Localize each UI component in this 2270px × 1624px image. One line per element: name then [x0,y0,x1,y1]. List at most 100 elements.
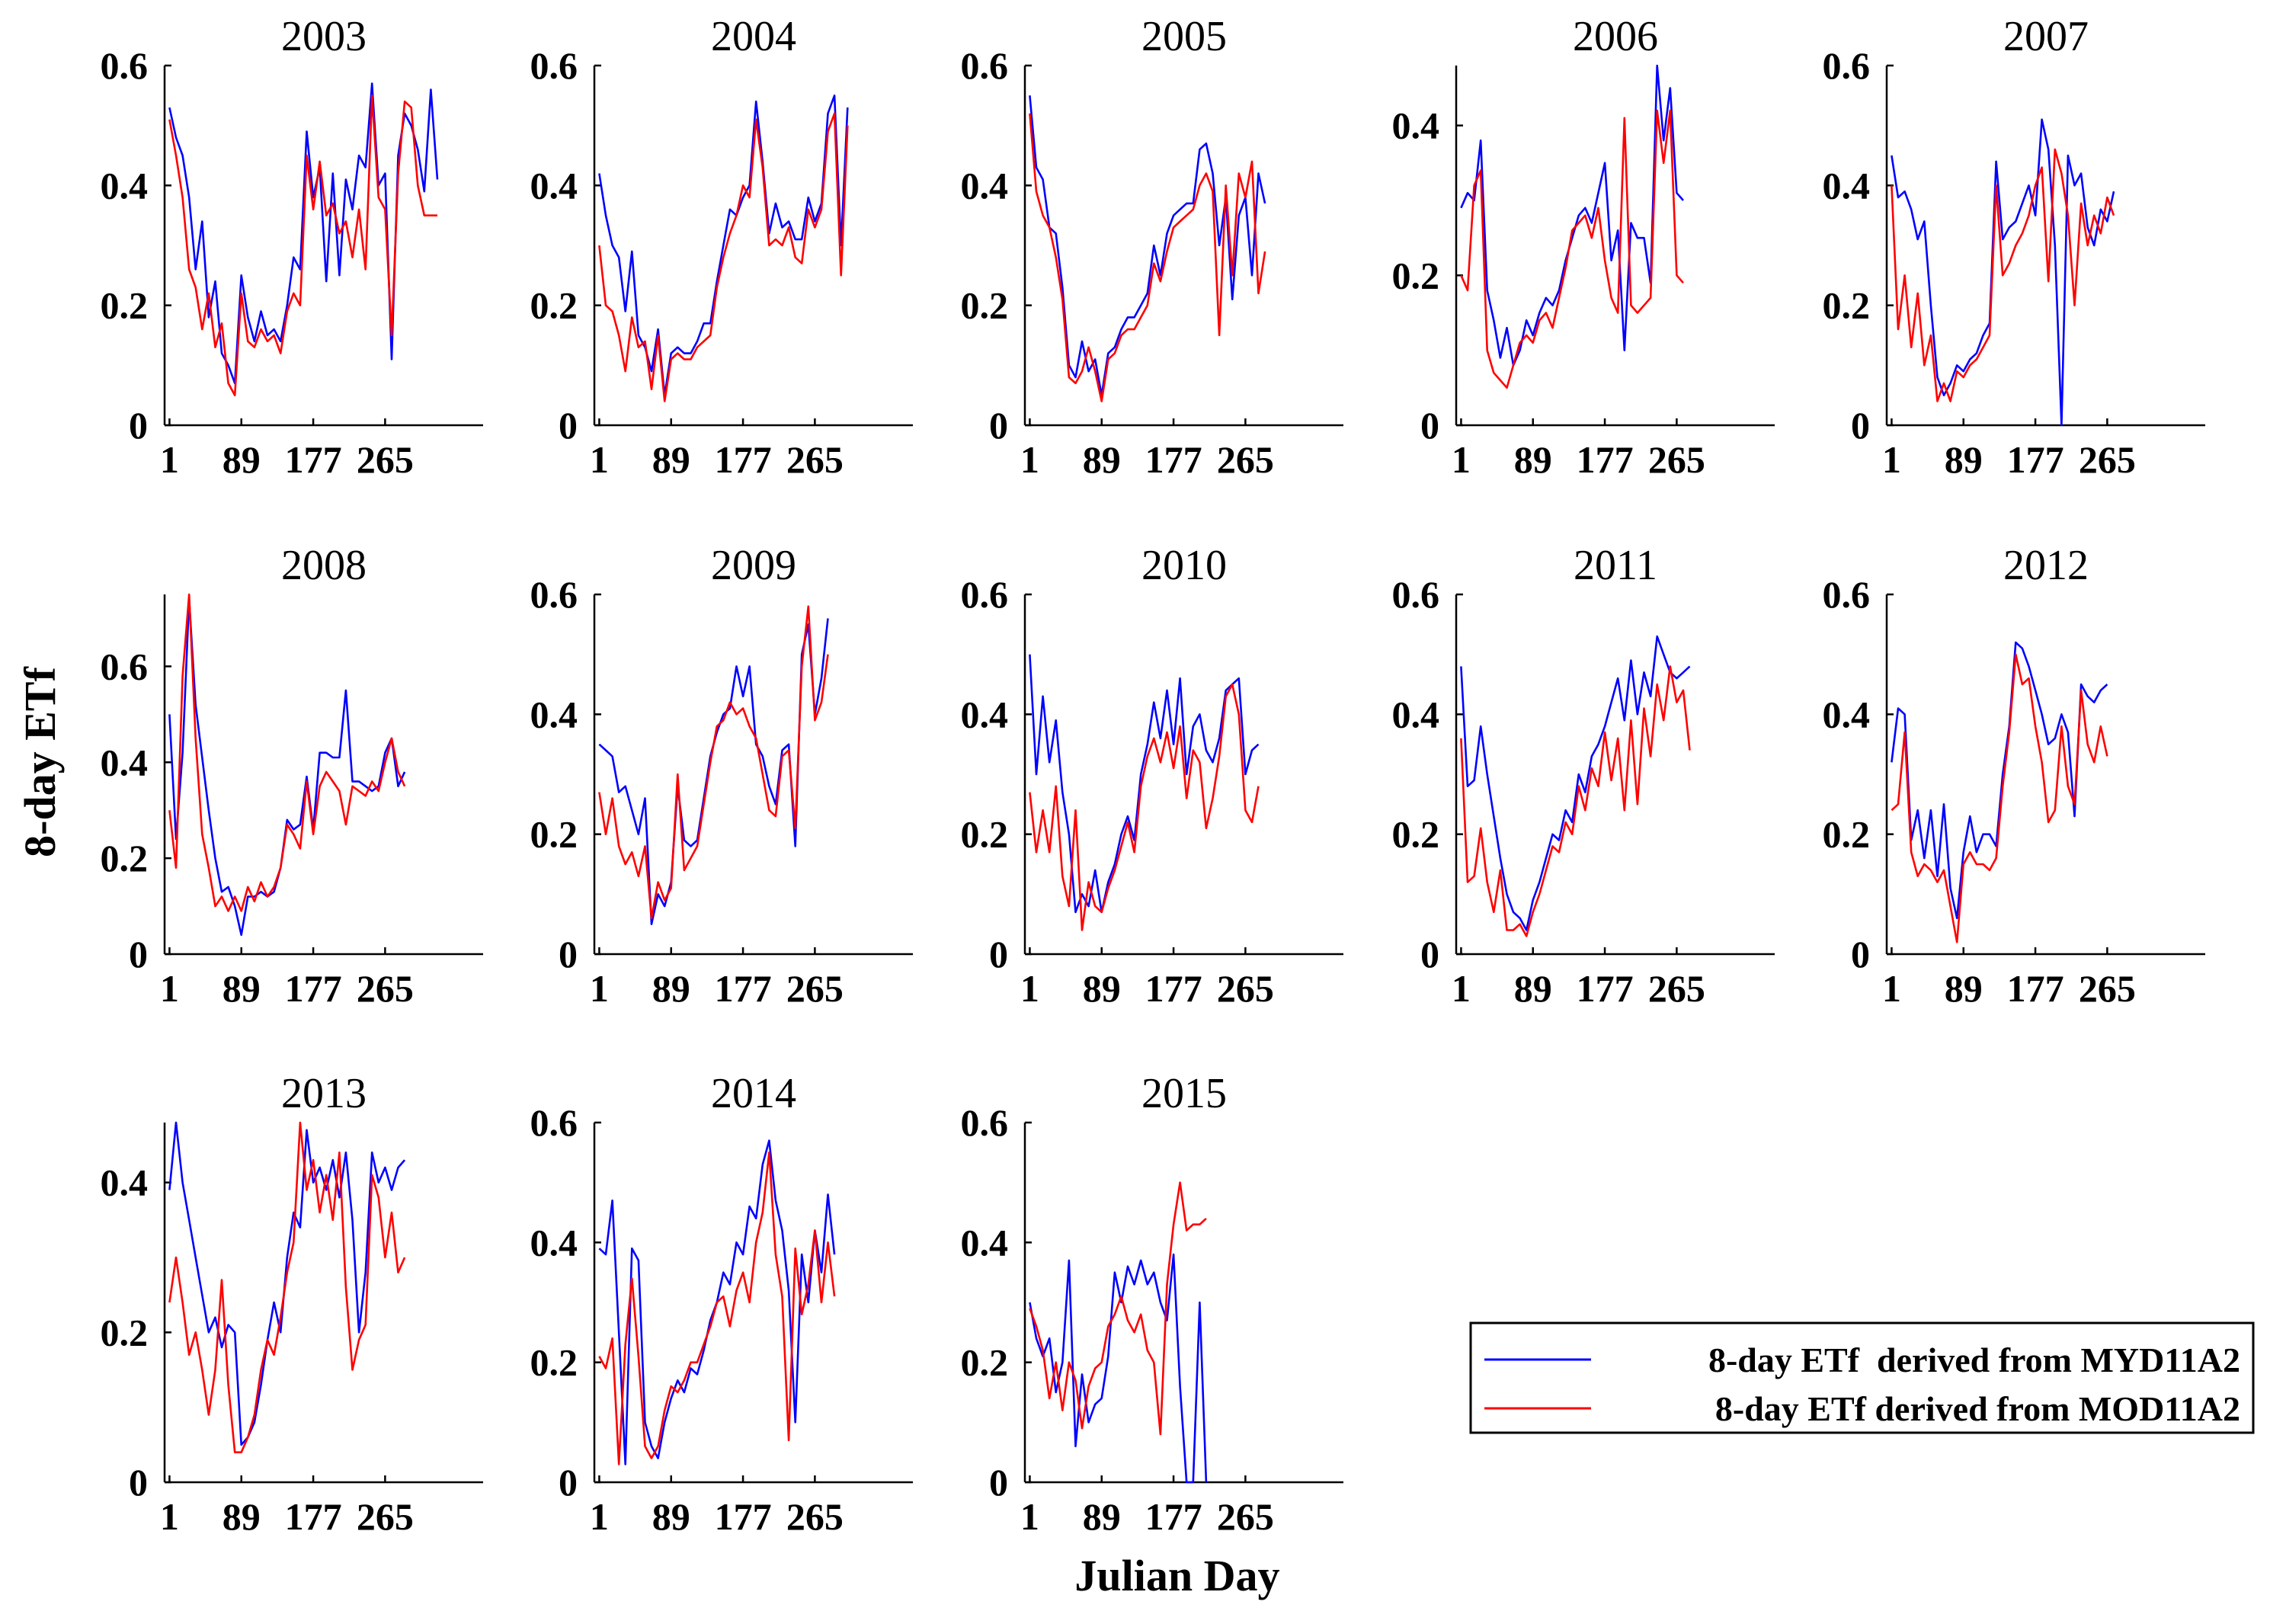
y-tick-label: 0.2 [1392,813,1440,856]
x-tick-label: 89 [652,438,690,481]
x-tick-label: 1 [1020,1495,1039,1538]
x-tick-label: 177 [1577,438,1634,481]
panel-title: 2013 [281,1070,367,1117]
x-tick-label: 177 [1145,1495,1202,1538]
x-tick-label: 265 [786,438,844,481]
y-tick-label: 0.2 [961,1341,1009,1384]
panel-2014: 2014 0 0.2 0.4 0.6 1 89 177 265 [530,1070,913,1538]
series-line-myd [1029,1253,1208,1484]
series-line-mod [1460,665,1691,937]
y-tick-label: 0.4 [530,1221,578,1264]
y-tick-label: 0.4 [961,693,1009,735]
series-line-myd [598,618,829,925]
y-tick-label: 0.4 [101,164,149,207]
y-tick-label: 0.2 [101,1311,149,1353]
x-tick-label: 89 [652,967,690,1010]
panels: 2003 0 0.2 0.4 0.6 1 89 177 265 2004 0 0.2 0.4 0.6 1 89… [101,13,2205,1538]
y-tick-label: 0.2 [1823,813,1871,856]
y-tick-label: 0 [989,404,1008,447]
legend-label-mod: 8-day ETf derived from MOD11A2 [1715,1389,2240,1428]
panel-2015: 2015 0 0.2 0.4 0.6 1 89 177 265 [961,1070,1343,1538]
x-axis-label: Julian Day [1074,1551,1279,1600]
x-tick-label: 89 [223,1495,261,1538]
series-line-mod [1029,1181,1207,1436]
x-tick-label: 1 [160,967,179,1010]
series-line-mod [598,605,829,920]
series-line-mod [168,94,437,397]
x-tick-label: 265 [1217,438,1274,481]
y-tick-label: 0 [559,1461,578,1504]
y-tick-label: 0.2 [961,284,1009,327]
y-tick-label: 0 [1420,933,1439,975]
panel-2006: 2006 0 0.2 0.4 1 89 177 265 [1392,13,1775,481]
series-line-mod [598,112,849,402]
y-tick-label: 0.4 [1392,693,1440,735]
panel-2007: 2007 0 0.2 0.4 0.6 1 89 177 265 [1823,13,2205,481]
x-tick-label: 265 [357,967,414,1010]
y-tick-label: 0 [989,1461,1008,1504]
panel-2011: 2011 0 0.2 0.4 0.6 1 89 177 265 [1392,542,1775,1010]
x-tick-label: 89 [1083,438,1121,481]
x-tick-label: 89 [1083,1495,1121,1538]
series-line-mod [168,593,406,912]
x-tick-label: 89 [1514,438,1552,481]
legend: 8-day ETf derived from MYD11A2 8-day ETf… [1469,1321,2255,1434]
x-tick-label: 177 [1145,438,1202,481]
x-tick-label: 1 [1020,438,1039,481]
series-line-mod [1891,653,2108,943]
y-tick-label: 0.6 [530,44,578,87]
y-tick-label: 0.6 [530,573,578,616]
x-tick-label: 1 [160,438,179,481]
y-tick-label: 0 [129,404,148,447]
x-tick-label: 177 [715,1495,772,1538]
y-tick-label: 0.6 [1823,573,1871,616]
y-tick-label: 0.2 [961,813,1009,856]
y-tick-label: 0.6 [530,1101,578,1144]
y-tick-label: 0.2 [101,837,149,879]
x-tick-label: 265 [1217,1495,1274,1538]
series-line-myd [1460,64,1684,367]
series-line-mod [598,1152,836,1465]
x-tick-label: 265 [2079,967,2136,1010]
x-tick-label: 1 [160,1495,179,1538]
x-tick-label: 89 [1945,967,1983,1010]
panel-2005: 2005 0 0.2 0.4 0.6 1 89 177 265 [961,13,1343,481]
y-tick-label: 0.2 [530,1341,578,1384]
panel-title: 2010 [1141,542,1227,589]
y-tick-label: 0.4 [530,693,578,735]
x-tick-label: 89 [223,967,261,1010]
x-tick-label: 265 [357,438,414,481]
y-tick-label: 0.4 [961,1221,1009,1264]
panel-title: 2005 [1141,13,1227,60]
y-tick-label: 0.4 [101,1161,149,1204]
y-tick-label: 0 [1851,404,1870,447]
series-line-mod [1029,683,1260,931]
x-tick-label: 89 [223,438,261,481]
y-tick-label: 0.4 [1392,104,1440,147]
panel-title: 2014 [711,1070,796,1117]
x-tick-label: 265 [1217,967,1274,1010]
panel-2004: 2004 0 0.2 0.4 0.6 1 89 177 265 [530,13,913,481]
legend-box [1469,1321,2255,1434]
panel-title: 2004 [711,13,796,60]
x-tick-label: 1 [1020,967,1039,1010]
y-tick-label: 0 [559,404,578,447]
panel-title: 2015 [1141,1070,1227,1117]
x-tick-label: 1 [590,967,609,1010]
y-tick-label: 0.4 [961,164,1009,207]
x-tick-label: 177 [715,967,772,1010]
y-tick-label: 0.2 [1392,254,1440,296]
y-tick-label: 0.6 [961,44,1009,87]
x-tick-label: 177 [285,967,342,1010]
x-tick-label: 89 [1514,967,1552,1010]
y-tick-label: 0 [129,1461,148,1504]
series-line-myd [1891,118,2115,427]
panel-title: 2012 [2003,542,2089,589]
x-tick-label: 177 [2007,438,2064,481]
panel-2012: 2012 0 0.2 0.4 0.6 1 89 177 265 [1823,542,2205,1010]
series-line-myd [168,1121,406,1446]
panel-2013: 2013 0 0.2 0.4 1 89 177 265 [101,1070,483,1538]
x-tick-label: 265 [1648,967,1705,1010]
y-tick-label: 0.6 [1392,573,1440,616]
